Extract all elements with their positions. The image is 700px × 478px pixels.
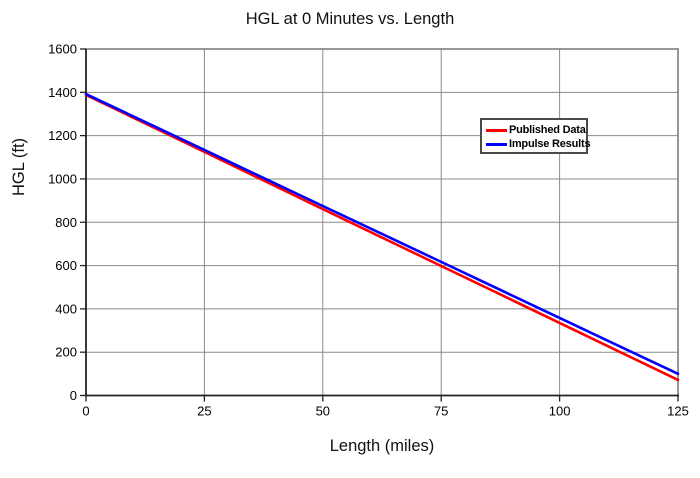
- y-tick-label: 0: [70, 388, 77, 403]
- y-tick-label: 200: [55, 345, 77, 360]
- legend-line-swatch-red: [486, 128, 507, 132]
- y-tick-label: 800: [55, 215, 77, 230]
- x-tick-label: 50: [316, 404, 330, 419]
- y-tick-label: 400: [55, 301, 77, 316]
- series-line-published-data: [84, 93, 680, 382]
- y-tick-label: 1200: [48, 128, 77, 143]
- x-tick-label: 75: [434, 404, 448, 419]
- legend-item-published-data: Published Data: [486, 123, 586, 137]
- y-axis-title: HGL (ft): [10, 137, 28, 197]
- x-tick-label: 0: [82, 404, 89, 419]
- y-tick-label: 600: [55, 258, 77, 273]
- series-line-impulse-results: [84, 92, 680, 376]
- x-tick-label: 125: [667, 404, 689, 419]
- x-axis-title: Length (miles): [329, 437, 435, 455]
- legend-line-swatch-blue: [486, 142, 507, 146]
- legend-label-impulse-results: Impulse Results: [509, 137, 591, 150]
- y-tick-label: 1600: [48, 42, 77, 57]
- legend-label-published-data: Published Data: [509, 123, 586, 136]
- x-tick-label: 25: [197, 404, 211, 419]
- legend-item-impulse-results: Impulse Results: [486, 137, 591, 151]
- legend: Published Data Impulse Results: [480, 118, 591, 154]
- y-tick-label: 1000: [48, 171, 77, 186]
- x-tick-label: 100: [549, 404, 571, 419]
- chart-title: HGL at 0 Minutes vs. Length: [245, 10, 455, 28]
- y-tick-label: 1400: [48, 85, 77, 100]
